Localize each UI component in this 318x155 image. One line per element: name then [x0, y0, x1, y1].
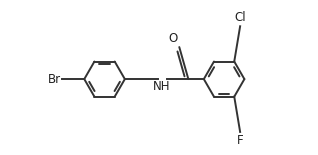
- Text: Br: Br: [48, 73, 61, 86]
- Text: O: O: [168, 32, 177, 45]
- Text: F: F: [237, 134, 244, 147]
- Text: NH: NH: [153, 80, 170, 93]
- Text: Cl: Cl: [234, 11, 246, 24]
